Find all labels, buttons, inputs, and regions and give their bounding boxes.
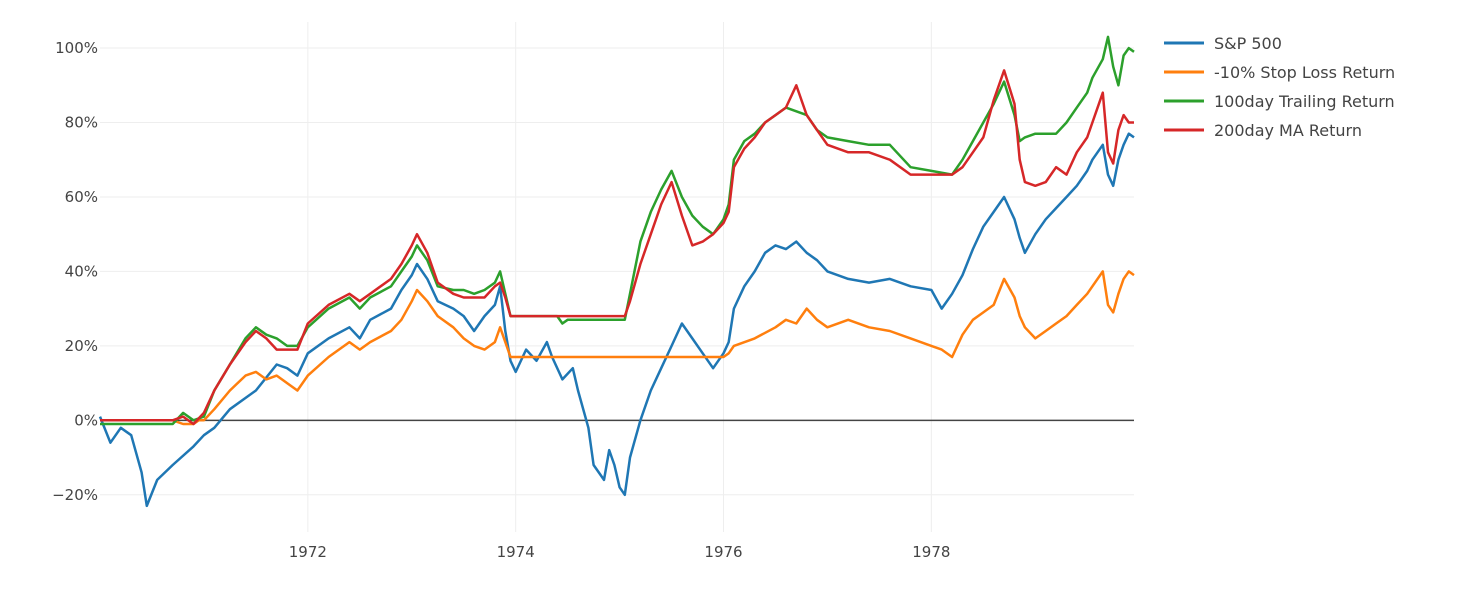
x-tick-label: 1978 [912, 543, 950, 561]
y-tick-label: 60% [65, 188, 98, 206]
axis-layer: −20% 0% 20% 40% 60% 80% 100% 1972 1974 1976 1978 [52, 39, 1134, 561]
legend-label: 100day Trailing Return [1214, 92, 1395, 111]
y-tick-label: 100% [55, 39, 98, 57]
legend-item[interactable]: 200day MA Return [1164, 121, 1362, 140]
y-tick-label: 80% [65, 114, 98, 132]
series-line-0 [98, 132, 1135, 508]
series-line-3 [100, 69, 1134, 426]
legend-item[interactable]: S&P 500 [1164, 34, 1282, 53]
x-tick-label: 1976 [704, 543, 742, 561]
x-tick-label: 1974 [497, 543, 535, 561]
series-layer [98, 35, 1135, 508]
legend-label: 200day MA Return [1214, 121, 1362, 140]
legend-item[interactable]: -10% Stop Loss Return [1164, 63, 1395, 82]
series-line-1 [100, 270, 1135, 426]
series-line-2 [100, 35, 1135, 426]
legend-label: S&P 500 [1214, 34, 1282, 53]
y-tick-label: −20% [52, 486, 98, 504]
legend-item[interactable]: 100day Trailing Return [1164, 92, 1395, 111]
x-tick-label: 1972 [289, 543, 327, 561]
y-tick-label: 0% [74, 411, 98, 429]
y-tick-label: 40% [65, 262, 98, 280]
legend-label: -10% Stop Loss Return [1214, 63, 1395, 82]
y-tick-label: 20% [65, 337, 98, 355]
legend[interactable]: S&P 500 -10% Stop Loss Return 100day Trail… [1164, 34, 1395, 140]
